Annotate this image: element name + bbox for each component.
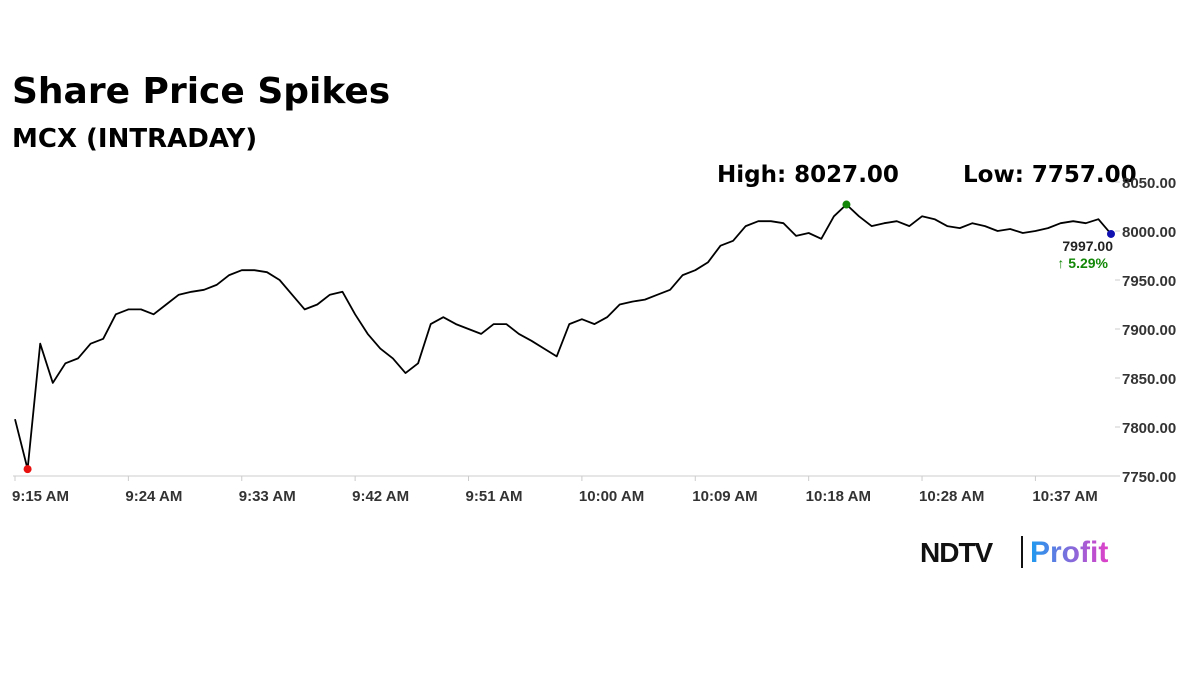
low-label: Low: 7757.00 [963, 162, 1137, 188]
x-tick-label: 10:09 AM [692, 488, 757, 505]
last-price-label: 7997.00 [1062, 238, 1113, 254]
y-tick-label: 7800.00 [1122, 420, 1176, 437]
x-tick-label: 10:00 AM [579, 488, 644, 505]
x-tick-label: 10:18 AM [806, 488, 871, 505]
logo-brand: NDTV [920, 537, 994, 568]
x-tick-label: 9:51 AM [466, 488, 523, 505]
chart-subtitle: MCX (INTRADAY) [12, 124, 257, 154]
y-tick-label: 8050.00 [1122, 175, 1176, 192]
price-line [14, 203, 1112, 470]
high-marker [842, 200, 851, 209]
logo-product: Profit [1030, 536, 1108, 569]
x-tick-label: 10:37 AM [1032, 488, 1097, 505]
x-tick-label: 10:28 AM [919, 488, 984, 505]
chart-title: Share Price Spikes [12, 71, 390, 112]
x-tick-label: 9:33 AM [239, 488, 296, 505]
x-tick-label: 9:42 AM [352, 488, 409, 505]
y-tick-label: 7850.00 [1122, 371, 1176, 388]
x-tick-label: 9:24 AM [125, 488, 182, 505]
logo: NDTV Profit [920, 536, 1108, 569]
y-tick-label: 7900.00 [1122, 322, 1176, 339]
high-label: High: 8027.00 [717, 162, 899, 188]
y-tick-label: 7750.00 [1122, 469, 1176, 486]
y-tick-label: 8000.00 [1122, 224, 1176, 241]
x-tick-label: 9:15 AM [12, 488, 69, 505]
y-tick-label: 7950.00 [1122, 273, 1176, 290]
change-label: ↑ 5.29% [1057, 255, 1108, 271]
last-marker [1107, 229, 1115, 238]
low-marker [23, 465, 32, 474]
